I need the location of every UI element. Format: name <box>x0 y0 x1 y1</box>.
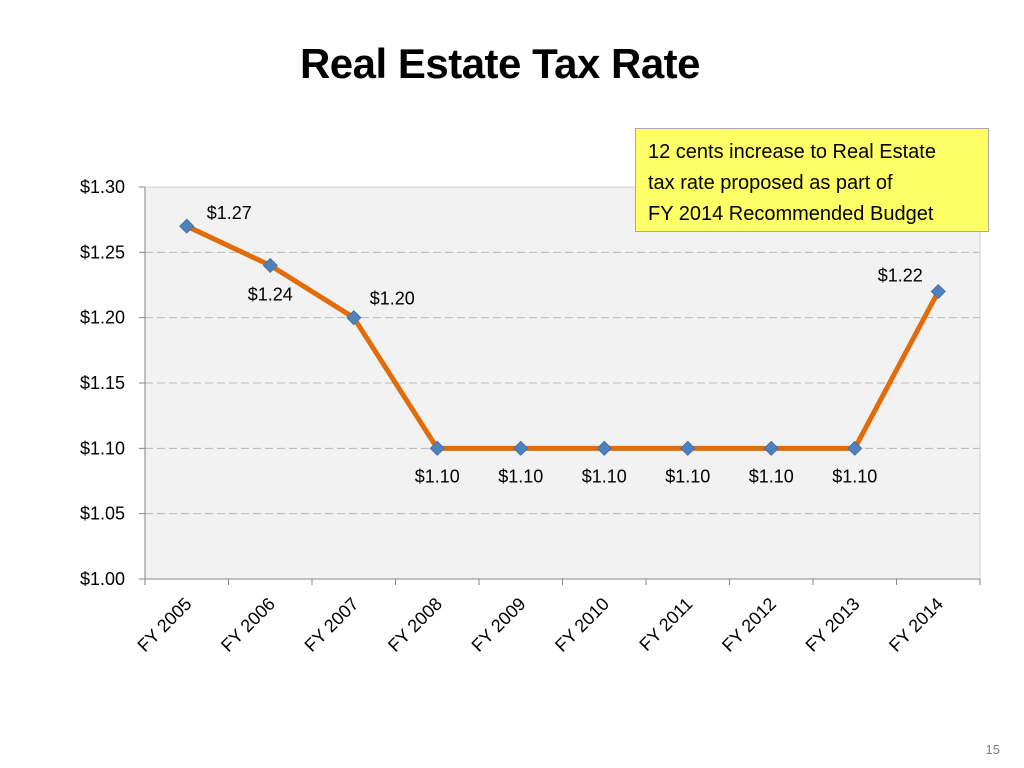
x-tick-label: FY 2011 <box>635 594 696 655</box>
series <box>179 218 946 456</box>
data-point-marker <box>346 310 362 326</box>
data-label: $1.24 <box>248 284 293 304</box>
x-axis-tick-labels: FY 2005 FY 2006 FY 2007 FY 2008 FY 2009 FY 20… <box>134 594 948 656</box>
page-number: 15 <box>985 742 1000 757</box>
annotation-line-2: tax rate proposed as part of <box>648 172 893 194</box>
x-tick-label: FY 2009 <box>468 594 530 656</box>
data-point-marker <box>262 257 278 273</box>
x-tick-label: FY 2014 <box>885 594 947 656</box>
data-label: $1.10 <box>415 466 460 486</box>
data-point-marker <box>429 440 445 456</box>
series-line <box>184 223 941 451</box>
x-tick-label: FY 2005 <box>134 594 196 656</box>
data-label: $1.10 <box>749 466 794 486</box>
data-label: $1.27 <box>207 203 252 223</box>
data-point-marker <box>930 283 946 300</box>
y-tick-label: $1.20 <box>80 308 125 328</box>
data-label: $1.10 <box>498 466 543 486</box>
y-tick-label: $1.30 <box>80 177 125 197</box>
x-tick-label: FY 2013 <box>802 594 864 656</box>
data-label: $1.22 <box>878 266 923 286</box>
x-tick-label: FY 2008 <box>384 594 446 656</box>
data-point-marker <box>847 440 863 456</box>
y-tick-label: $1.05 <box>80 504 125 524</box>
y-tick-label: $1.10 <box>80 438 125 458</box>
x-tick-label: FY 2012 <box>718 594 780 656</box>
annotation-callout: 12 cents increase to Real Estate tax rat… <box>635 128 989 232</box>
data-label: $1.10 <box>832 466 877 486</box>
x-tick-label: FY 2006 <box>217 594 279 656</box>
y-tick-label: $1.25 <box>80 242 125 262</box>
data-label: $1.10 <box>665 466 710 486</box>
x-tick-label: FY 2010 <box>551 594 613 656</box>
annotation-line-1: 12 cents increase to Real Estate <box>648 141 936 163</box>
data-point-marker <box>763 440 779 456</box>
data-point-marker <box>596 440 612 456</box>
data-point-marker <box>680 440 696 456</box>
data-point-marker <box>179 218 195 234</box>
data-label: $1.20 <box>370 289 415 309</box>
y-tick-label: $1.15 <box>80 373 125 393</box>
x-tick-label: FY 2007 <box>301 594 363 656</box>
annotation-line-3: FY 2014 Recommended Budget <box>648 203 934 225</box>
y-axis-tick-labels: $1.00 $1.05 $1.10 $1.15 $1.20 $1.25 $1.30 <box>80 177 125 589</box>
data-point-marker <box>513 440 529 456</box>
slide-title: Real Estate Tax Rate <box>299 40 701 87</box>
y-tick-label: $1.00 <box>80 569 125 589</box>
data-labels: $1.27 $1.24 $1.20 $1.10 $1.10 $1.10 $1.10 $1.10… <box>207 203 923 486</box>
data-label: $1.10 <box>582 466 627 486</box>
